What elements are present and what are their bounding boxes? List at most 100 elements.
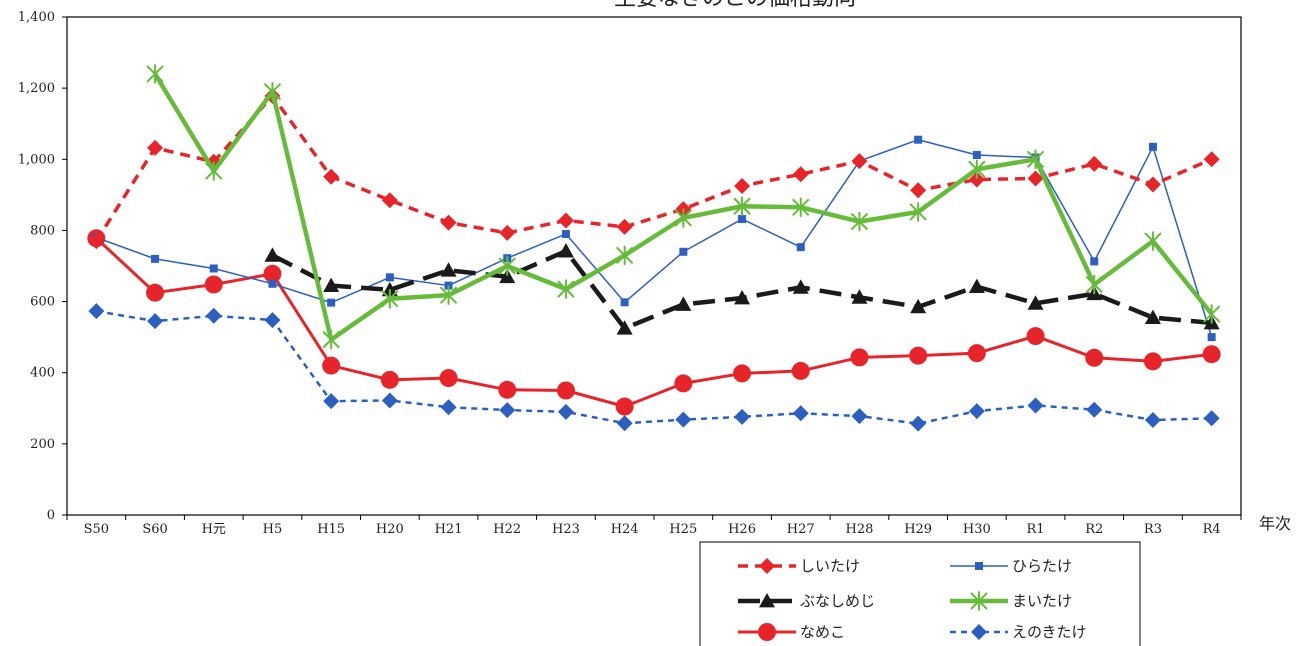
data-point <box>909 346 928 365</box>
data-point <box>850 348 869 367</box>
data-point <box>1144 176 1161 193</box>
y-tick-label: 400 <box>30 366 55 381</box>
y-tick-label: 200 <box>30 437 55 452</box>
data-point <box>734 177 751 194</box>
data-point <box>327 298 336 307</box>
data-point <box>322 356 341 375</box>
data-point <box>970 591 988 611</box>
data-point <box>264 247 281 262</box>
legend-item: しいたけ <box>738 557 860 575</box>
x-tick-label: H元 <box>202 522 226 537</box>
data-point <box>205 307 222 324</box>
data-point <box>439 285 458 305</box>
x-tick-label: R2 <box>1085 522 1103 537</box>
x-tick-label: H20 <box>376 522 404 537</box>
data-point <box>792 197 810 217</box>
data-point <box>556 381 575 400</box>
x-tick-label: R4 <box>1203 522 1221 537</box>
data-point <box>733 196 751 216</box>
data-point <box>616 320 633 335</box>
legend-label: まいたけ <box>1012 592 1072 610</box>
data-point <box>263 264 282 283</box>
data-point <box>734 290 751 305</box>
x-tick-label: H30 <box>963 522 991 537</box>
data-point <box>381 392 398 409</box>
data-point <box>792 405 809 422</box>
data-point <box>1143 352 1162 371</box>
y-tick-label: 1,000 <box>18 152 55 167</box>
data-point <box>323 277 340 292</box>
legend-label: えのきたけ <box>1012 623 1087 641</box>
data-point <box>796 243 805 252</box>
data-point <box>734 408 751 425</box>
data-point <box>616 415 633 432</box>
data-point <box>264 312 281 329</box>
data-point <box>851 289 868 304</box>
data-point <box>674 208 693 228</box>
data-point <box>146 64 164 84</box>
data-point <box>850 211 869 232</box>
x-tick-label: S60 <box>142 522 167 537</box>
legend-item: なめこ <box>738 623 845 641</box>
data-point <box>851 408 868 425</box>
data-point <box>968 278 985 294</box>
data-point <box>679 247 688 256</box>
chart-title-group: 主要なきのこの価格動向 <box>614 0 856 11</box>
data-point <box>381 289 399 309</box>
data-point <box>1027 170 1044 187</box>
data-point <box>910 415 927 432</box>
y-tick-label: 1,400 <box>18 10 55 25</box>
data-point <box>204 275 223 294</box>
data-point <box>88 233 105 250</box>
data-point <box>1144 309 1161 324</box>
data-point <box>758 623 776 641</box>
series-line <box>94 94 1213 243</box>
data-point <box>440 214 457 231</box>
data-point <box>381 192 398 209</box>
data-point <box>151 254 160 263</box>
data-point <box>205 161 223 181</box>
data-point <box>1085 274 1103 295</box>
data-point <box>499 268 516 284</box>
data-point <box>323 393 340 410</box>
data-point <box>1202 304 1221 324</box>
data-point <box>440 399 457 416</box>
series-5 <box>87 229 1221 416</box>
y-tick-label: 1,200 <box>18 81 55 96</box>
data-point <box>851 153 868 170</box>
data-point <box>385 273 394 282</box>
plot-area-frame <box>66 16 1242 516</box>
legend-item: ぶなしめじ <box>738 592 875 610</box>
x-axis-ticks: S50 S60 H元 H5 H15 H20 H21 H22 H23 H24 H25 H26 H27 H28… <box>66 515 1242 537</box>
y-tick-label: 0 <box>47 508 55 523</box>
data-point <box>914 135 923 144</box>
data-point <box>498 380 517 399</box>
data-point <box>498 256 516 276</box>
chart-title: 主要なきのこの価格動向 <box>614 0 856 11</box>
x-tick-label: H21 <box>435 522 463 537</box>
data-point <box>615 245 634 265</box>
data-point <box>268 279 277 288</box>
x-tick-label: R1 <box>1027 522 1045 537</box>
x-tick-label: H15 <box>317 522 345 537</box>
x-tick-label: H27 <box>787 522 815 537</box>
data-point <box>499 402 516 419</box>
data-point <box>1085 348 1104 367</box>
data-point <box>738 215 747 224</box>
data-point <box>439 369 458 388</box>
data-point <box>1026 149 1045 169</box>
data-point <box>263 82 282 102</box>
series-line <box>96 309 1212 425</box>
data-point <box>209 264 218 273</box>
x-tick-label: S50 <box>84 522 109 537</box>
series-line <box>96 138 1213 338</box>
x-tick-label: H23 <box>552 522 580 537</box>
legend-item: えのきたけ <box>950 623 1087 641</box>
x-tick-label: H5 <box>263 522 283 537</box>
series-layer <box>87 64 1221 432</box>
data-point <box>557 212 574 229</box>
x-tick-label: H22 <box>493 522 521 537</box>
data-point <box>1207 333 1216 342</box>
data-point <box>322 330 340 350</box>
